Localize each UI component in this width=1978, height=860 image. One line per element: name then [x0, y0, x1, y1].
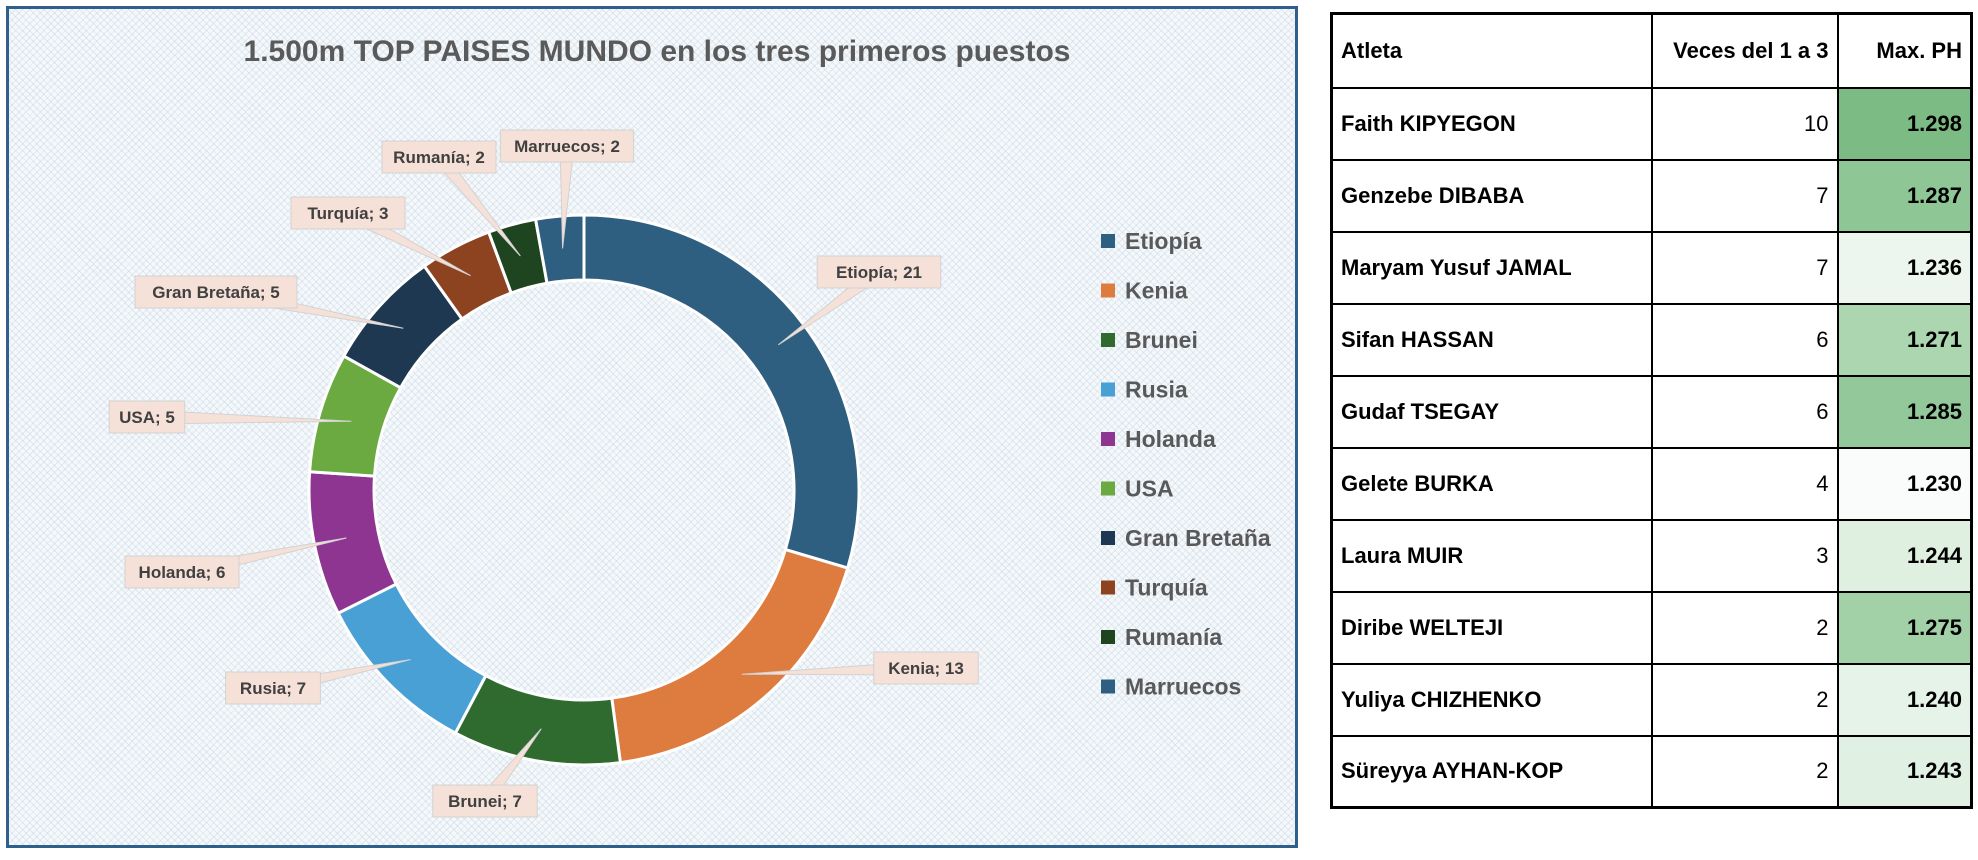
legend-swatch — [1101, 679, 1115, 694]
athlete-name: Genzebe DIBABA — [1330, 158, 1653, 233]
callout-box — [816, 255, 942, 289]
times-on-podium: 10 — [1650, 86, 1839, 161]
athlete-name: Yuliya CHIZHENKO — [1330, 662, 1653, 737]
times-on-podium: 6 — [1650, 302, 1839, 377]
times-on-podium: 4 — [1650, 446, 1839, 521]
callout-box — [499, 129, 635, 163]
data-label: Turquía; 3 — [308, 204, 389, 223]
table-row: Laura MUIR 3 1.244 — [1330, 518, 1973, 593]
max-ph: 1.271 — [1836, 302, 1973, 377]
athlete-name: Gudaf TSEGAY — [1330, 374, 1653, 449]
data-label: Rumanía; 2 — [393, 148, 485, 167]
callout-box — [381, 140, 497, 174]
callout-box — [873, 651, 979, 685]
legend-swatch — [1101, 333, 1115, 347]
legend-label: Turquía — [1125, 575, 1208, 601]
data-label: Rusia; 7 — [240, 679, 306, 698]
legend-label: Etiopía — [1125, 228, 1202, 254]
max-ph: 1.298 — [1836, 86, 1973, 161]
athlete-name: Gelete BURKA — [1330, 446, 1653, 521]
data-label: Kenia; 13 — [888, 659, 964, 678]
callout-box — [108, 400, 186, 434]
table-row: Süreyya AYHAN-KOP 2 1.243 — [1330, 734, 1973, 809]
max-ph: 1.287 — [1836, 158, 1973, 233]
max-ph: 1.240 — [1836, 662, 1973, 737]
max-ph: 1.285 — [1836, 374, 1973, 449]
times-on-podium: 2 — [1650, 734, 1839, 809]
max-ph: 1.244 — [1836, 518, 1973, 593]
legend-swatch — [1101, 234, 1115, 248]
legend-swatch — [1101, 531, 1115, 545]
athlete-name: Diribe WELTEJI — [1330, 590, 1653, 665]
times-on-podium: 2 — [1650, 590, 1839, 665]
column-header-athlete: Atleta — [1330, 12, 1653, 89]
callout-box — [290, 196, 406, 230]
athlete-table: Atleta Veces del 1 a 3 Max. PH Faith KIP… — [1330, 12, 1973, 809]
table-row: Sifan HASSAN 6 1.271 — [1330, 302, 1973, 377]
data-label: Etiopía; 21 — [836, 263, 922, 282]
times-on-podium: 2 — [1650, 662, 1839, 737]
column-header-times: Veces del 1 a 3 — [1650, 12, 1839, 89]
slice-kenia — [610, 547, 850, 765]
data-label: Marruecos; 2 — [514, 137, 620, 156]
legend-label: Kenia — [1125, 278, 1188, 304]
legend-swatch — [1101, 382, 1115, 397]
times-on-podium: 7 — [1650, 230, 1839, 305]
athlete-name: Sifan HASSAN — [1330, 302, 1653, 377]
legend-label: Gran Bretaña — [1125, 525, 1271, 551]
table-header-row: Atleta Veces del 1 a 3 Max. PH — [1330, 12, 1973, 89]
max-ph: 1.236 — [1836, 230, 1973, 305]
table-row: Maryam Yusuf JAMAL 7 1.236 — [1330, 230, 1973, 305]
chart-panel: 1.500m TOP PAISES MUNDO en los tres prim… — [6, 6, 1298, 848]
donut-chart: 1.500m TOP PAISES MUNDO en los tres prim… — [108, 35, 1271, 818]
max-ph: 1.275 — [1836, 590, 1973, 665]
column-header-max: Max. PH — [1836, 12, 1973, 89]
times-on-podium: 7 — [1650, 158, 1839, 233]
legend-label: Holanda — [1125, 426, 1216, 452]
legend-swatch — [1101, 283, 1115, 298]
athlete-name: Faith KIPYEGON — [1330, 86, 1653, 161]
callout-box — [134, 275, 298, 309]
data-label: Holanda; 6 — [139, 563, 226, 582]
table-row: Genzebe DIBABA 7 1.287 — [1330, 158, 1973, 233]
chart-title: 1.500m TOP PAISES MUNDO en los tres prim… — [244, 35, 1071, 68]
athlete-name: Süreyya AYHAN-KOP — [1330, 734, 1653, 809]
legend-label: Rumanía — [1125, 624, 1222, 650]
times-on-podium: 3 — [1650, 518, 1839, 593]
legend-label: Brunei — [1125, 327, 1198, 353]
callout-box — [432, 784, 538, 818]
legend-swatch — [1101, 580, 1115, 595]
table-row: Faith KIPYEGON 10 1.298 — [1330, 86, 1973, 161]
legend-label: Marruecos — [1125, 674, 1241, 700]
table-row: Yuliya CHIZHENKO 2 1.240 — [1330, 662, 1973, 737]
legend-swatch — [1101, 630, 1115, 644]
callout-box — [225, 671, 321, 705]
legend-swatch — [1101, 481, 1115, 496]
table-row: Gelete BURKA 4 1.230 — [1330, 446, 1973, 521]
athlete-name: Laura MUIR — [1330, 518, 1653, 593]
legend-label: Rusia — [1125, 377, 1188, 403]
times-on-podium: 6 — [1650, 374, 1839, 449]
legend-label: USA — [1125, 476, 1174, 502]
slice-marruecos — [533, 213, 586, 286]
athlete-table-panel: Atleta Veces del 1 a 3 Max. PH Faith KIP… — [1330, 12, 1973, 809]
slice-rusia — [336, 582, 488, 736]
legend-swatch — [1101, 432, 1115, 446]
table-row: Diribe WELTEJI 2 1.275 — [1330, 590, 1973, 665]
data-label: Brunei; 7 — [448, 792, 522, 811]
data-label: Gran Bretaña; 5 — [152, 283, 280, 302]
data-label: USA; 5 — [119, 408, 175, 427]
max-ph: 1.243 — [1836, 734, 1973, 809]
athlete-name: Maryam Yusuf JAMAL — [1330, 230, 1653, 305]
table-row: Gudaf TSEGAY 6 1.285 — [1330, 374, 1973, 449]
callout-box — [124, 555, 240, 589]
max-ph: 1.230 — [1836, 446, 1973, 521]
